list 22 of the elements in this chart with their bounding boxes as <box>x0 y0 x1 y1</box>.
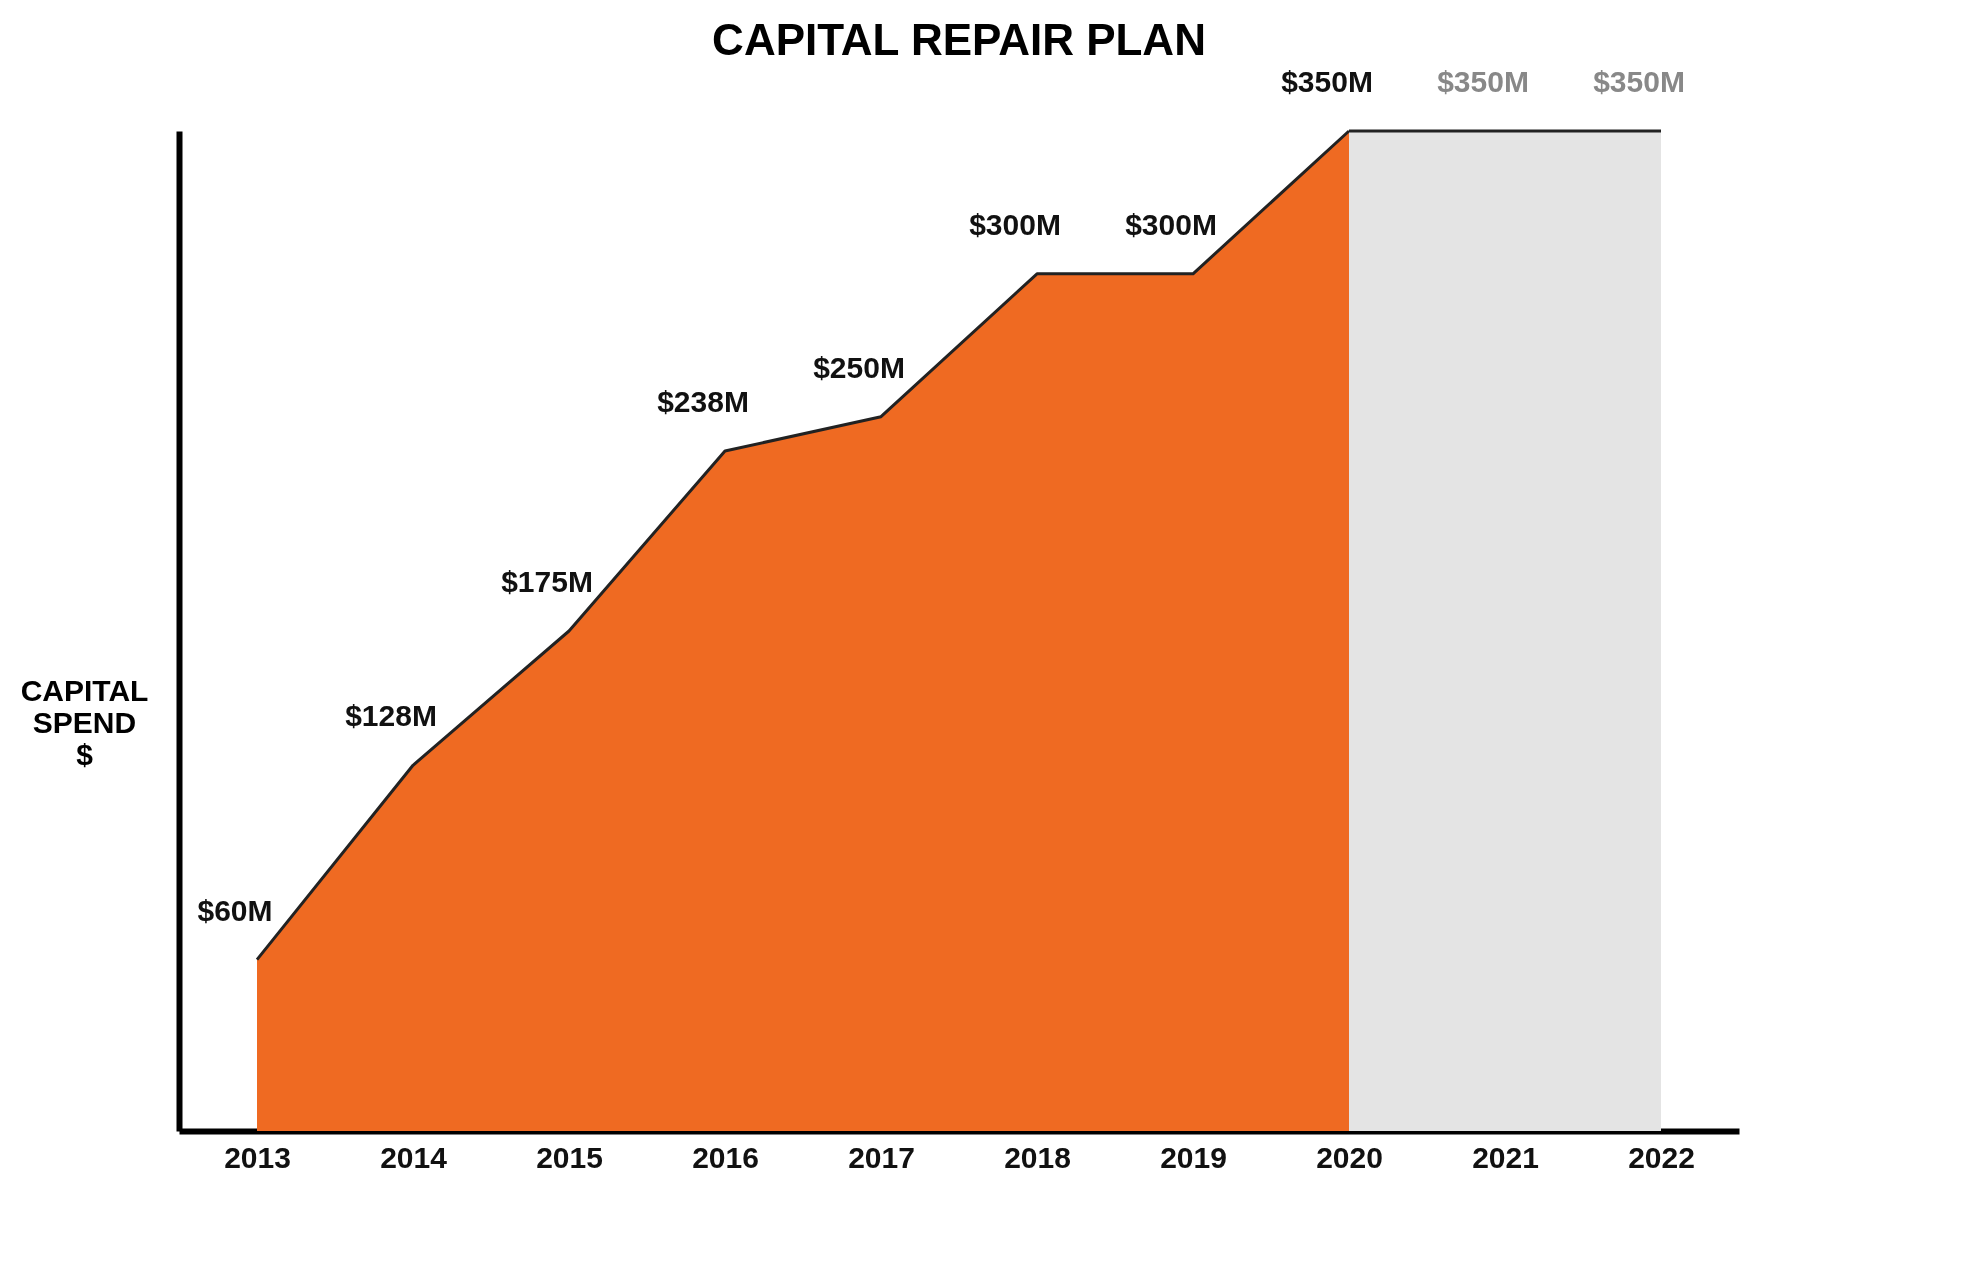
x-tick-label: 2016 <box>692 1140 759 1174</box>
x-tick-label: 2020 <box>1316 1140 1383 1174</box>
x-tick-label: 2022 <box>1628 1140 1695 1174</box>
x-tick-label: 2013 <box>224 1140 291 1174</box>
data-label: $300M <box>1125 207 1217 241</box>
data-label: $300M <box>969 207 1061 241</box>
x-tick-label: 2014 <box>380 1140 448 1174</box>
x-tick-label: 2021 <box>1472 1140 1539 1174</box>
y-axis-title: CAPITAL SPEND $ <box>20 673 149 771</box>
data-label: $175M <box>501 565 593 598</box>
x-tick-label: 2019 <box>1160 1140 1227 1174</box>
data-label: $60M <box>197 893 273 927</box>
data-label: $350M <box>1437 65 1529 98</box>
data-label: $250M <box>813 350 905 384</box>
x-tick-label: 2017 <box>848 1140 915 1174</box>
data-label: $238M <box>657 385 749 418</box>
data-label: $350M <box>1281 65 1373 98</box>
chart-title: CAPITAL REPAIR PLAN <box>712 15 1206 64</box>
x-tick-label: 2018 <box>1004 1140 1071 1174</box>
data-label: $128M <box>345 699 437 733</box>
x-tick-label: 2015 <box>536 1140 603 1174</box>
data-label: $350M <box>1593 65 1685 98</box>
